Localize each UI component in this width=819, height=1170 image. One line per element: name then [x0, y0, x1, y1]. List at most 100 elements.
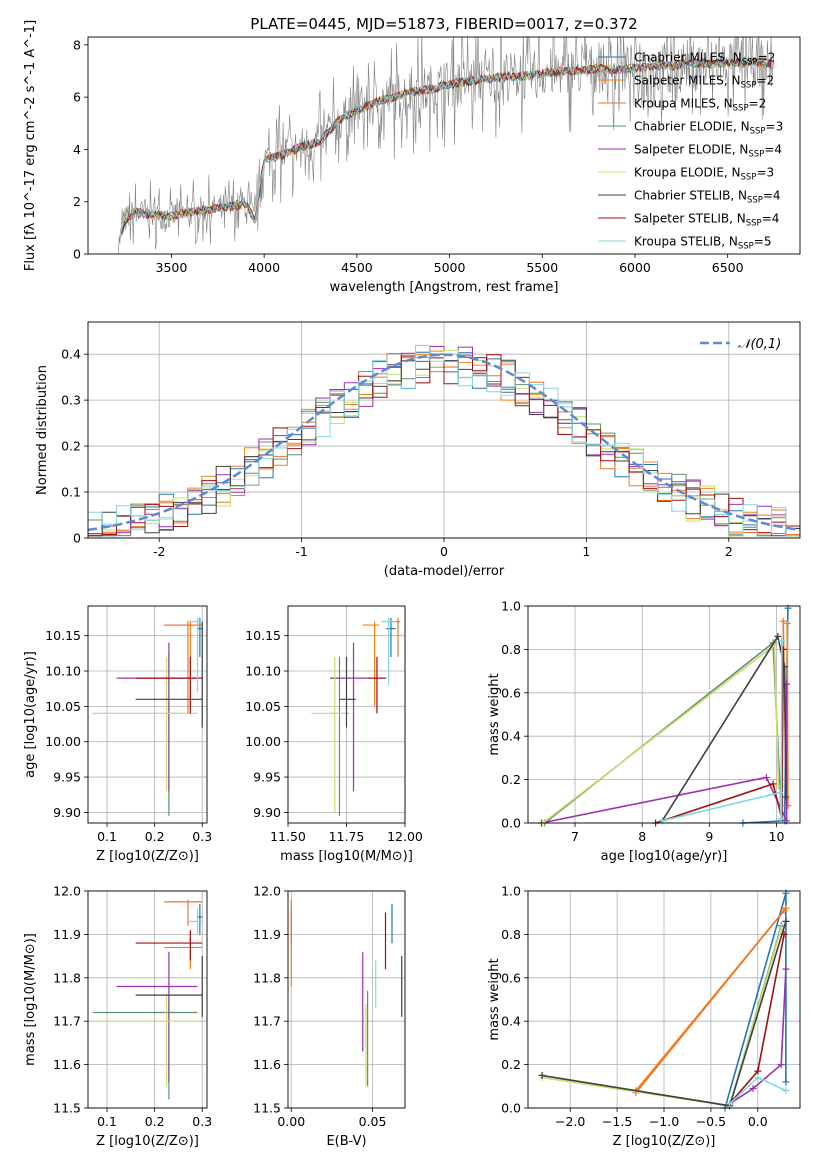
legend-subscript: SSP: [738, 242, 754, 252]
x-tick-label: 0: [440, 544, 448, 559]
legend-nssp-value: =2: [756, 74, 774, 88]
axes-frame: [87, 321, 801, 539]
y-tick-label: 10.15: [45, 628, 81, 643]
mass-weight-marker: [777, 815, 785, 823]
x-tick-label: 5000: [434, 260, 466, 275]
legend-entry: 𝒩(0,1): [738, 337, 781, 352]
axes-frame: [287, 605, 406, 824]
y-tick-label: 0.4: [501, 1014, 521, 1029]
legend-model-name: Chabrier ELODIE, N: [634, 120, 750, 134]
x-tick-label: 6000: [619, 260, 651, 275]
mass-weight-marker: [782, 1087, 790, 1095]
plot-area: 3500 4000 4500 5000 5500 6000 6500 0 2 4 6 8 wavelen…: [23, 20, 801, 1149]
residual-histogram: [88, 344, 800, 537]
y-tick-label: 11.5: [53, 1101, 81, 1116]
x-axis-label: Z [log10(Z/Z⊙)]: [96, 849, 199, 864]
y-tick-label: 0.2: [501, 1057, 521, 1072]
legend-nssp-value: =2: [758, 51, 776, 65]
mass-weight-marker: [782, 917, 790, 925]
y-tick-label: 0.6: [501, 685, 521, 700]
x-axis-label: wavelength [Angstrom, rest frame]: [330, 280, 559, 295]
y-axis-label: age [log10(age/yr)]: [23, 651, 38, 778]
y-axis-label: Flux [fλ 10^-17 erg cm^-2 s^-1 A^-1]: [23, 20, 38, 271]
mass-weight-line: [661, 634, 787, 822]
axes-frame: [527, 605, 801, 824]
y-tick-label: 11.9: [53, 927, 81, 942]
y-tick-label: 10.00: [245, 734, 281, 749]
mass-weight-line: [544, 641, 781, 824]
x-axis-label: mass [log10(M/M⊙)]: [280, 849, 413, 864]
y-tick-label: 0: [73, 531, 81, 546]
y-tick-label: 10.10: [245, 664, 281, 679]
mass-weight-marker: [749, 1084, 757, 1092]
axes-frame: [287, 890, 406, 1109]
mass-weight-marker: [782, 1078, 790, 1086]
x-tick-label: 0.3: [192, 1114, 212, 1129]
y-tick-label: 0.8: [501, 642, 521, 657]
mass-weight-marker: [782, 965, 790, 973]
y-axis-label: mass [log10(M/M⊙)]: [23, 933, 38, 1066]
x-tick-label: −2.0: [555, 1114, 585, 1129]
y-tick-label: 6: [73, 90, 81, 105]
legend-model-name: Kroupa STELIB, N: [634, 235, 738, 249]
y-tick-label: 11.5: [253, 1101, 281, 1116]
y-tick-label: 0.8: [501, 927, 521, 942]
mass-weight-marker: [780, 930, 788, 938]
age_vs_Z-axes: 0.1 0.2 0.3 9.90 9.95 10.00 10.05 10.10 10.15 Z […: [23, 605, 212, 864]
axes-frame: [87, 605, 208, 824]
legend-subscript: SSP: [747, 196, 763, 206]
y-tick-label: 0.0: [501, 816, 521, 831]
legend-subscript: SSP: [748, 150, 764, 160]
legend-subscript: SSP: [733, 104, 749, 114]
x-tick-label: 0.1: [97, 829, 117, 844]
legend-entry: Salpeter ELODIE, NSSP=4: [634, 143, 782, 160]
legend-nssp-value: =2: [749, 97, 767, 111]
legend-entry: Chabrier ELODIE, NSSP=3: [634, 120, 783, 137]
y-axis-label: Normed distribution: [35, 365, 50, 495]
legend-model-name: Kroupa MILES, N: [634, 97, 733, 111]
mass-weight-line: [541, 925, 782, 1107]
legend-subscript: SSP: [742, 58, 758, 68]
x-tick-label: -2: [153, 544, 165, 559]
x-axis-label: age [log10(age/yr)]: [601, 849, 728, 864]
mass-weight-marker: [777, 1061, 785, 1069]
legend-subscript: SSP: [741, 173, 757, 183]
y-tick-label: 11.6: [253, 1057, 281, 1072]
y-tick-label: 9.90: [53, 805, 81, 820]
x-tick-label: 6500: [712, 260, 744, 275]
legend-model-name: Salpeter MILES, N: [634, 74, 741, 88]
legend-nssp-value: =3: [756, 166, 774, 180]
axes-frame: [87, 890, 208, 1109]
x-axis-label: E(B-V): [326, 1134, 366, 1149]
legend-nssp-value: =4: [764, 143, 782, 157]
mass-weight-line: [542, 643, 780, 824]
x-tick-label: 11.75: [329, 829, 365, 844]
x-tick-label: −1.0: [649, 1114, 679, 1129]
legend-nssp-value: =4: [763, 189, 781, 203]
x-tick-label: 4000: [248, 260, 280, 275]
y-tick-label: 11.6: [53, 1057, 81, 1072]
weight_vs_Z-axes: −2.0 −1.5 −1.0 −0.5 0.0 0.0 0.2 0.4 0.6 0.8 1.0 Z […: [487, 884, 801, 1149]
x-tick-label: 2: [725, 544, 733, 559]
y-tick-label: 11.7: [253, 1014, 281, 1029]
mass-weight-marker: [726, 1100, 734, 1108]
gaussian-reference-curve: [88, 353, 800, 532]
x-tick-label: -1: [295, 544, 307, 559]
mass-weight-line: [541, 927, 782, 1107]
y-tick-label: 0.6: [501, 970, 521, 985]
mass-weight-marker: [774, 632, 782, 640]
y-tick-label: 10.05: [245, 699, 281, 714]
legend-entry: Salpeter STELIB, NSSP=4: [634, 212, 779, 229]
x-tick-label: 0.00: [277, 1114, 305, 1129]
legend-entry: Kroupa ELODIE, NSSP=3: [634, 166, 774, 183]
mass-weight-line: [786, 623, 789, 806]
y-tick-label: 12.0: [253, 884, 281, 899]
mass-weight-marker: [783, 619, 791, 627]
x-axis-label: (data-model)/error: [384, 564, 505, 579]
x-axis-label: Z [log10(Z/Z⊙)]: [96, 1134, 199, 1149]
y-tick-label: 0.1: [61, 485, 81, 500]
axes-frame: [527, 890, 801, 1109]
mass-weight-marker: [778, 637, 786, 645]
